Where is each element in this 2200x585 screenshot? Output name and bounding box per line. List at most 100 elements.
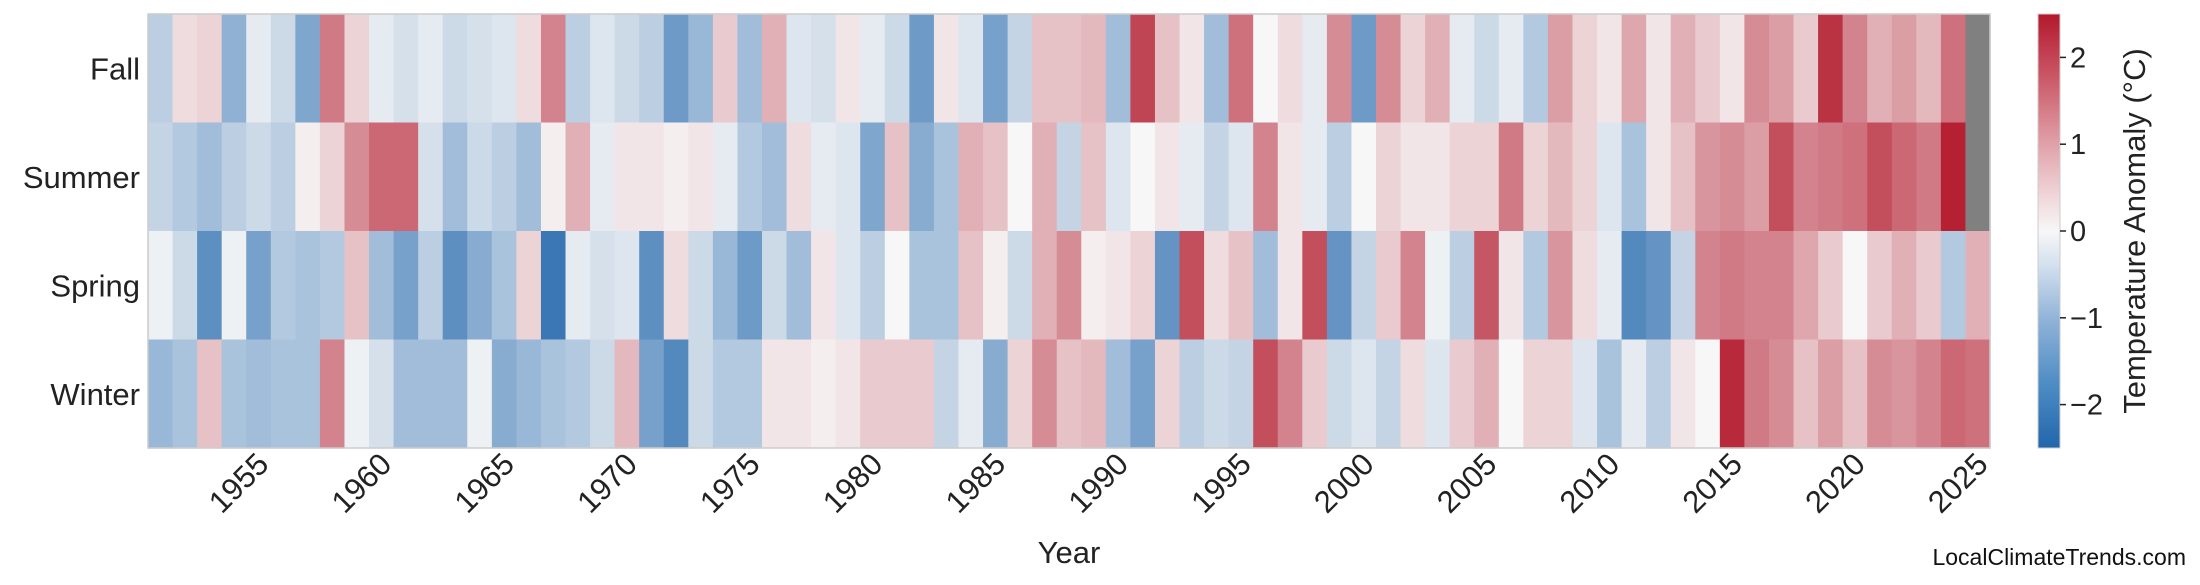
heatmap-cell: [270, 231, 296, 341]
heatmap-cell: [1204, 231, 1230, 341]
heatmap-cell: [467, 339, 493, 449]
heatmap-cell: [1867, 339, 1893, 449]
heatmap-cell: [1621, 122, 1647, 232]
heatmap-cell: [811, 231, 837, 341]
x-tick-label: 2015: [1676, 446, 1750, 520]
x-tick-label: 2010: [1553, 446, 1627, 520]
heatmap-cell: [983, 14, 1009, 124]
x-tick-label: 1990: [1062, 446, 1136, 520]
heatmap-cell: [1326, 339, 1353, 449]
source-credit: LocalClimateTrends.com: [1932, 544, 2186, 570]
heatmap-cell: [1032, 14, 1058, 124]
heatmap-cell: [1326, 14, 1353, 124]
heatmap-cell: [1498, 14, 1524, 124]
heatmap-cell: [1768, 122, 1795, 232]
heatmap-cell: [442, 339, 468, 449]
heatmap-cell: [1425, 231, 1451, 341]
heatmap-cell: [1744, 339, 1770, 449]
heatmap-cell: [1768, 231, 1795, 341]
heatmap-cell: [909, 339, 935, 449]
heatmap-cell: [1277, 122, 1303, 232]
heatmap-cell: [590, 231, 616, 341]
heatmap-cell: [1891, 339, 1917, 449]
heatmap-cell: [884, 231, 910, 341]
heatmap-cell: [1940, 339, 1967, 449]
heatmap-cell: [860, 122, 886, 232]
heatmap-cell: [1474, 231, 1500, 341]
heatmap-cell: [688, 122, 714, 232]
heatmap-cell: [491, 339, 517, 449]
x-axis-label: Year: [1038, 535, 1101, 570]
heatmap-cell: [1695, 122, 1721, 232]
heatmap-cell: [1007, 14, 1033, 124]
heatmap-cell: [295, 231, 321, 341]
row-label: Fall: [90, 51, 140, 86]
heatmap-cell: [1302, 14, 1328, 124]
heatmap-cell: [1228, 14, 1254, 124]
heatmap-cell: [172, 14, 198, 124]
heatmap-cell: [1646, 14, 1672, 124]
heatmap-cell: [246, 231, 272, 341]
heatmap-cell: [172, 122, 198, 232]
heatmap-cell: [811, 14, 837, 124]
heatmap-cell: [442, 122, 468, 232]
row-label: Winter: [50, 377, 140, 412]
heatmap-cell: [1891, 14, 1917, 124]
heatmap-cell: [172, 339, 198, 449]
heatmap-cell: [663, 339, 689, 449]
heatmap-cell: [1056, 339, 1082, 449]
heatmap-cell: [614, 231, 640, 341]
heatmap-cell: [540, 339, 567, 449]
heatmap-cell: [1228, 339, 1254, 449]
x-tick-label: 1955: [202, 446, 276, 520]
heatmap-cell: [1842, 231, 1868, 341]
heatmap-cell: [737, 14, 763, 124]
heatmap-cell: [418, 14, 444, 124]
heatmap-cell: [1032, 231, 1058, 341]
heatmap-cell: [762, 122, 788, 232]
heatmap-cell: [1818, 339, 1844, 449]
heatmap-cell: [344, 14, 370, 124]
heatmap-cell: [1744, 122, 1770, 232]
heatmap-cell: [197, 14, 223, 124]
heatmap-cell: [1842, 122, 1868, 232]
heatmap-cell: [1130, 339, 1156, 449]
heatmap-cell: [737, 339, 763, 449]
heatmap-cell: [319, 122, 346, 232]
colorbar-tick-label: −1: [2070, 303, 2103, 335]
heatmap-cell: [860, 14, 886, 124]
heatmap-cell: [1695, 231, 1721, 341]
heatmap-cell: [811, 339, 837, 449]
heatmap-cell: [1179, 231, 1205, 341]
heatmap-cell: [516, 231, 542, 341]
heatmap-cell: [1376, 231, 1402, 341]
heatmap-cell: [1302, 339, 1328, 449]
heatmap-cell: [1326, 231, 1353, 341]
heatmap-cell: [148, 231, 174, 341]
heatmap-cell: [1154, 231, 1181, 341]
heatmap-cell: [467, 122, 493, 232]
heatmap-cell: [442, 231, 468, 341]
x-tick-label: 2020: [1798, 446, 1872, 520]
heatmap-cell: [1154, 14, 1181, 124]
heatmap-cell: [712, 122, 739, 232]
heatmap-cell: [1842, 339, 1868, 449]
heatmap-cell: [1646, 339, 1672, 449]
heatmap-cell: [786, 339, 812, 449]
x-tick-label: 1980: [816, 446, 890, 520]
heatmap-cell: [590, 339, 616, 449]
heatmap-cell: [1965, 231, 1991, 341]
heatmap-cell: [1572, 339, 1598, 449]
heatmap-cell: [1105, 339, 1131, 449]
heatmap-cell: [270, 122, 296, 232]
colorbar-tick-label: 0: [2070, 216, 2086, 248]
heatmap-cell: [369, 14, 395, 124]
heatmap-cell: [1130, 14, 1156, 124]
heatmap-cell: [835, 122, 861, 232]
heatmap-cell: [762, 14, 788, 124]
colorbar: [2038, 14, 2060, 448]
heatmap-cell: [1597, 339, 1623, 449]
heatmap-cell: [393, 122, 419, 232]
heatmap-cell: [1891, 231, 1917, 341]
heatmap-cell: [491, 122, 517, 232]
